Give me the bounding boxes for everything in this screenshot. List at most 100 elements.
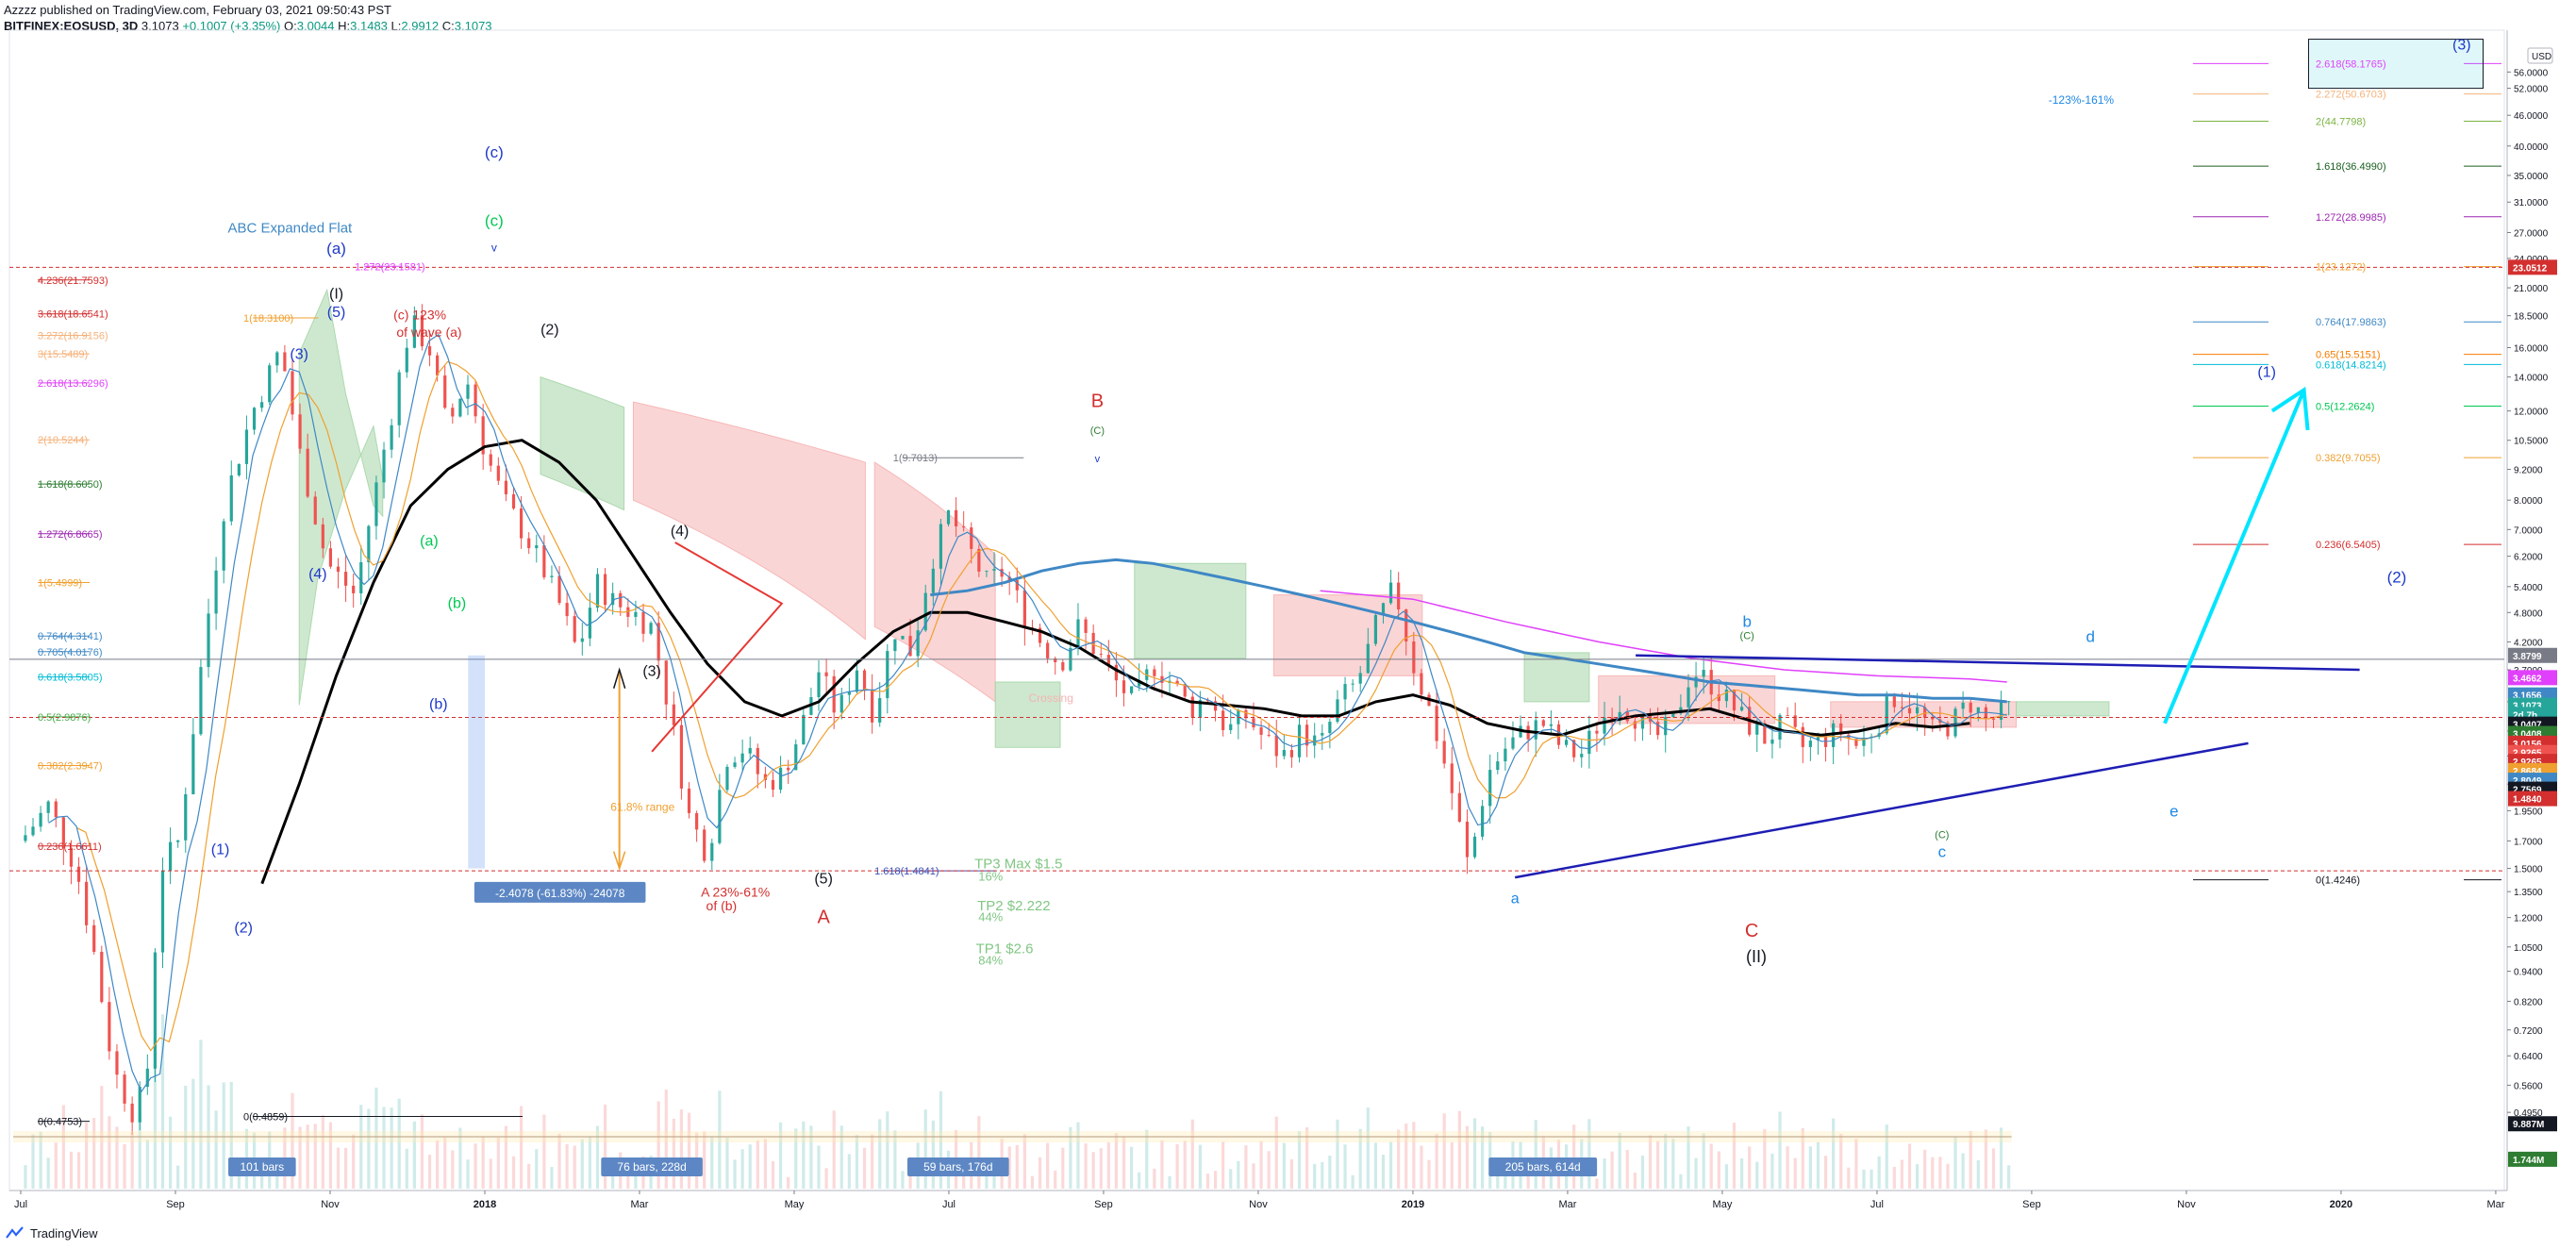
volume-bar bbox=[1648, 1135, 1653, 1189]
volume-bar bbox=[740, 1149, 744, 1189]
volume-bar bbox=[24, 1165, 27, 1189]
candle-body bbox=[1222, 710, 1225, 730]
candle-body bbox=[687, 788, 691, 813]
candle-body bbox=[1122, 680, 1126, 693]
volume-bar bbox=[573, 1145, 576, 1189]
candle-body bbox=[557, 575, 561, 604]
volume-bar bbox=[1030, 1175, 1035, 1189]
wave-label: (a) bbox=[420, 534, 439, 550]
volume-bar bbox=[1748, 1146, 1752, 1189]
price-axis[interactable]: 56.0000 52.0000 46.0000 40.0000 35.0000 31.00… bbox=[2507, 47, 2557, 1167]
volume-bar bbox=[229, 1081, 233, 1189]
candle-body bbox=[733, 762, 737, 767]
fib-left-label: 2(10.5244) bbox=[38, 435, 88, 446]
price-tick-label: 0.6400 bbox=[2514, 1052, 2543, 1062]
price-badge-label: 2.8684 bbox=[2513, 767, 2542, 777]
volume-bar bbox=[1916, 1164, 1920, 1189]
wave-label: of wave (a) bbox=[396, 325, 461, 340]
candle-body bbox=[153, 952, 158, 1069]
candle-body bbox=[382, 449, 386, 483]
price-badge bbox=[2508, 1151, 2557, 1167]
measure-badge-label: -2.4078 (-61.83%) -24078 bbox=[495, 887, 625, 900]
time-axis[interactable]: Jul Sep Nov 2018 Mar May Jul Sep Nov 2019 Mar May Ju… bbox=[14, 1191, 2576, 1210]
candle-body bbox=[252, 408, 257, 430]
volume-bar bbox=[1877, 1156, 1881, 1189]
volume-bar bbox=[1862, 1169, 1866, 1189]
volume-bar bbox=[359, 1105, 363, 1189]
candle-body bbox=[1603, 717, 1606, 734]
volume-bar bbox=[1397, 1129, 1401, 1189]
measure-rect bbox=[468, 655, 485, 869]
volume-bar bbox=[100, 1086, 104, 1189]
volume-bar bbox=[1244, 1145, 1248, 1189]
volume-bar bbox=[1091, 1152, 1095, 1189]
volume-bar bbox=[992, 1172, 996, 1189]
volume-bar bbox=[847, 1154, 851, 1189]
price-badge-label: 23.0512 bbox=[2513, 263, 2548, 274]
candle-body bbox=[1931, 717, 1935, 720]
volume-bar bbox=[1153, 1168, 1156, 1189]
volume-bar bbox=[1732, 1123, 1737, 1189]
volume-bar bbox=[664, 1090, 668, 1189]
price-tick-label: 1.0500 bbox=[2514, 943, 2543, 954]
candle-body bbox=[24, 835, 27, 841]
candle-body bbox=[1381, 603, 1386, 616]
volume-bar bbox=[1763, 1129, 1767, 1189]
candle-body bbox=[1640, 714, 1645, 729]
price-tick-label: 5.4000 bbox=[2514, 583, 2543, 593]
volume-bar bbox=[656, 1101, 660, 1189]
volume-bar bbox=[1321, 1161, 1324, 1189]
footer-brand: TradingView bbox=[30, 1225, 98, 1241]
volume-bar bbox=[1038, 1157, 1042, 1189]
currency-box bbox=[2527, 47, 2553, 64]
price-badge-label: 2d 7h bbox=[2513, 710, 2537, 721]
range-arrow-bottom bbox=[612, 851, 626, 871]
target-box bbox=[2307, 39, 2484, 90]
candle-body bbox=[787, 767, 790, 771]
bar-count-badge bbox=[1488, 1157, 1598, 1176]
triangle-lower-trendline bbox=[1514, 741, 2249, 879]
candle-body bbox=[1358, 673, 1362, 684]
wave-label: C bbox=[1745, 921, 1758, 941]
fib-left-label: 0.705(4.0176) bbox=[38, 647, 103, 658]
volume-bar bbox=[1946, 1163, 1950, 1189]
candle-body bbox=[1664, 717, 1668, 736]
footer: TradingView bbox=[6, 1223, 98, 1243]
cloud-green bbox=[1134, 562, 1247, 659]
candle-body bbox=[1450, 763, 1454, 793]
candle-body bbox=[46, 801, 50, 813]
volume-bar bbox=[1999, 1127, 2003, 1189]
volume-bar bbox=[1534, 1120, 1537, 1189]
candle-body bbox=[1267, 734, 1271, 736]
candle-body bbox=[1000, 569, 1004, 577]
volume-bar bbox=[1931, 1157, 1935, 1189]
volume-bar bbox=[481, 1137, 485, 1189]
candle-body bbox=[611, 592, 615, 606]
volume-bar bbox=[1099, 1148, 1103, 1189]
currency-label: USD bbox=[2532, 52, 2551, 62]
cloud-red bbox=[632, 401, 866, 641]
fib-left-label: 0(0.4753) bbox=[38, 1117, 82, 1128]
price-tick-label: 7.0000 bbox=[2514, 525, 2543, 536]
volume-bar bbox=[390, 1107, 393, 1189]
candle-body bbox=[1488, 770, 1492, 807]
volume-bar bbox=[427, 1155, 432, 1189]
plot-frame bbox=[8, 29, 2505, 1191]
candle-body bbox=[725, 766, 729, 791]
volume-bar bbox=[1656, 1141, 1660, 1189]
candle-body bbox=[908, 636, 912, 657]
candle-body bbox=[1373, 615, 1377, 644]
volume-bar bbox=[1007, 1146, 1011, 1189]
candle-body bbox=[313, 496, 317, 525]
fib-right-label: 0.5(12.2624) bbox=[2316, 402, 2374, 413]
volume-bar bbox=[962, 1174, 966, 1189]
candle-body bbox=[31, 826, 35, 836]
candle-body bbox=[191, 734, 195, 794]
time-tick-label: May bbox=[1713, 1199, 1733, 1210]
volume-bar bbox=[138, 1112, 141, 1189]
candle-body bbox=[504, 480, 508, 494]
fib-left-label: 1.272(6.8665) bbox=[38, 529, 103, 541]
fib-misc-label: 1.618(1.4841) bbox=[874, 866, 939, 877]
wave-label: 44% bbox=[978, 910, 1003, 924]
